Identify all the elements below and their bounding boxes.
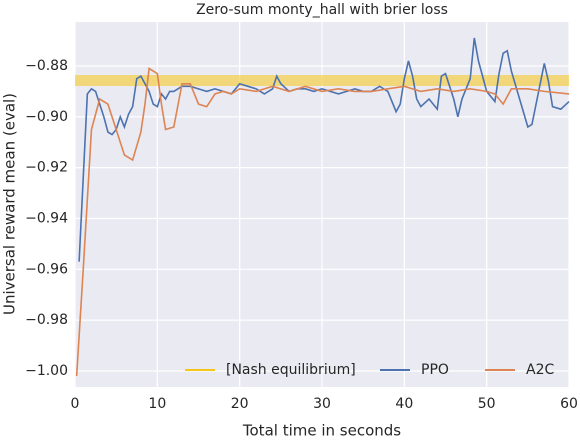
x-tick-label: 10 — [148, 396, 166, 412]
y-axis-label: Universal reward mean (eval) — [1, 93, 19, 315]
series-line — [75, 67, 570, 377]
y-tick-label: −0.88 — [25, 58, 68, 74]
x-tick-label: 20 — [231, 396, 249, 412]
x-tick-label: 40 — [395, 396, 413, 412]
y-tick-label: −0.92 — [25, 160, 68, 176]
legend-label: A2C — [526, 362, 554, 378]
y-tick-label: −0.90 — [25, 109, 68, 125]
legend-label: PPO — [421, 362, 449, 378]
chart-title: Zero-sum monty_hall with brier loss — [196, 2, 448, 18]
x-tick-label: 60 — [560, 396, 578, 412]
x-tick-label: 0 — [71, 396, 80, 412]
y-tick-label: −0.94 — [25, 210, 68, 226]
x-tick-label: 30 — [313, 396, 331, 412]
legend-label: [Nash equilibrium] — [226, 362, 356, 378]
y-tick-label: −1.00 — [25, 363, 68, 379]
x-tick-label: 50 — [478, 396, 496, 412]
y-tick-label: −0.96 — [25, 261, 68, 277]
y-tick-label: −0.98 — [25, 312, 68, 328]
x-axis-label: Total time in seconds — [242, 422, 401, 440]
